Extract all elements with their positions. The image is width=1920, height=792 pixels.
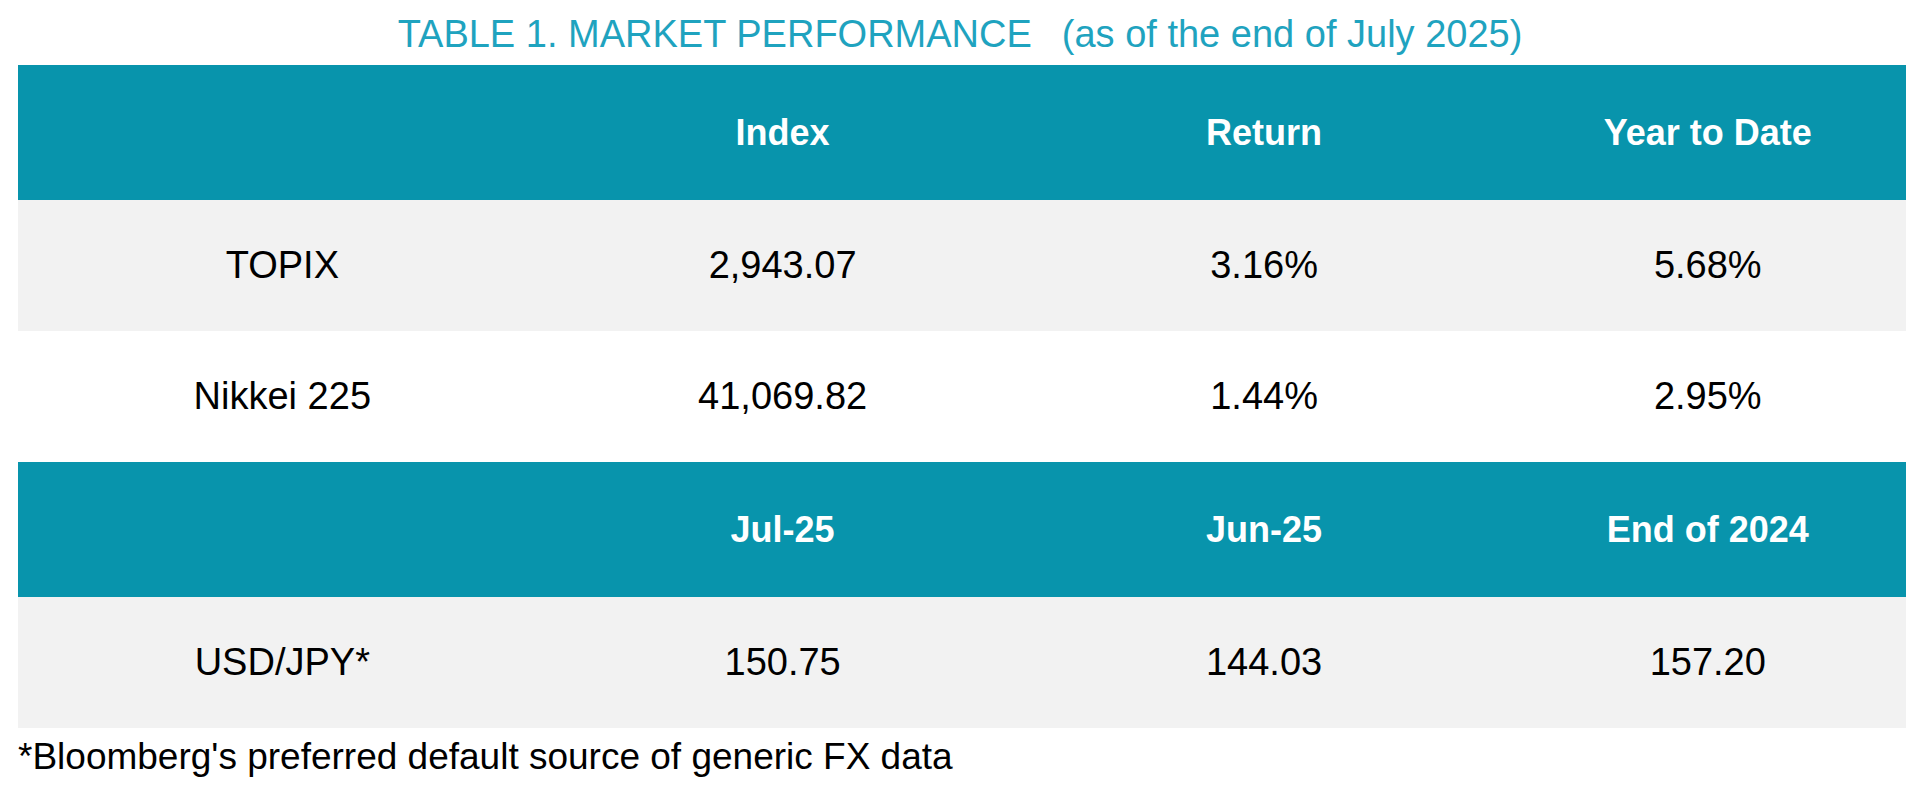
nikkei-index-value: 41,069.82 — [547, 331, 1019, 462]
topix-ytd-value: 5.68% — [1510, 200, 1907, 331]
column-header-blank — [18, 65, 547, 200]
table-title-main: TABLE 1. MARKET PERFORMANCE — [398, 13, 1032, 55]
bloomberg-fx-footnote: *Bloomberg's preferred default source of… — [18, 736, 953, 778]
table-row-usdjpy: USD/JPY* 150.75 144.03 157.20 — [18, 597, 1906, 728]
topix-return-value: 3.16% — [1019, 200, 1510, 331]
column-header-blank-2 — [18, 462, 547, 597]
row-label-nikkei-225: Nikkei 225 — [18, 331, 547, 462]
usdjpy-end-of-2024-value: 157.20 — [1510, 597, 1907, 728]
table-title: TABLE 1. MARKET PERFORMANCE (as of the en… — [0, 12, 1920, 56]
topix-index-value: 2,943.07 — [547, 200, 1019, 331]
column-header-return: Return — [1019, 65, 1510, 200]
document-page: TABLE 1. MARKET PERFORMANCE (as of the en… — [0, 0, 1920, 792]
market-performance-table: Index Return Year to Date TOPIX 2,943.07… — [18, 65, 1906, 728]
column-header-jul-25: Jul-25 — [547, 462, 1019, 597]
nikkei-ytd-value: 2.95% — [1510, 331, 1907, 462]
column-header-jun-25: Jun-25 — [1019, 462, 1510, 597]
table-row-topix: TOPIX 2,943.07 3.16% 5.68% — [18, 200, 1906, 331]
row-label-topix: TOPIX — [18, 200, 547, 331]
table-row-nikkei-225: Nikkei 225 41,069.82 1.44% 2.95% — [18, 331, 1906, 462]
column-header-index: Index — [547, 65, 1019, 200]
column-header-end-of-2024: End of 2024 — [1510, 462, 1907, 597]
usdjpy-jun-25-value: 144.03 — [1019, 597, 1510, 728]
column-header-year-to-date: Year to Date — [1510, 65, 1907, 200]
usdjpy-jul-25-value: 150.75 — [547, 597, 1019, 728]
row-label-usdjpy: USD/JPY* — [18, 597, 547, 728]
fx-section-header-row: Jul-25 Jun-25 End of 2024 — [18, 462, 1906, 597]
nikkei-return-value: 1.44% — [1019, 331, 1510, 462]
index-section-header-row: Index Return Year to Date — [18, 65, 1906, 200]
table-title-date-suffix: (as of the end of July 2025) — [1062, 13, 1523, 55]
